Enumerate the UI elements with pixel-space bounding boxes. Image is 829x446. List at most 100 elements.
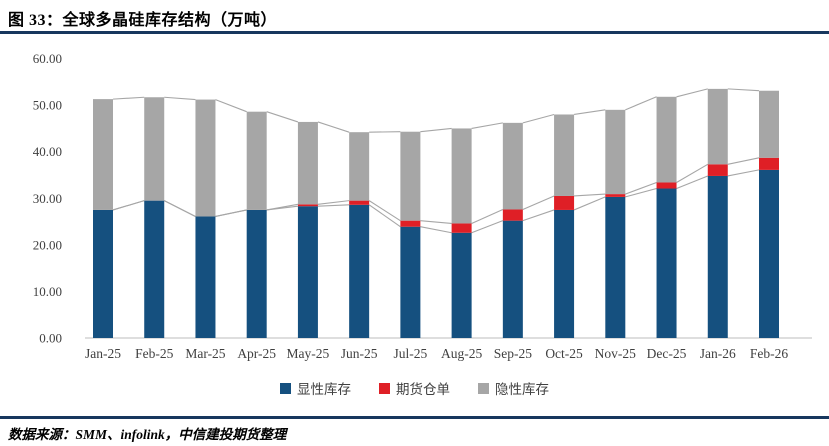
series-connector-line	[625, 187, 657, 198]
bar-segment	[554, 209, 575, 338]
series-connector-line	[676, 163, 709, 183]
bar-segment	[297, 204, 318, 207]
series-connector-line	[727, 169, 760, 177]
series-connector-line	[317, 121, 350, 133]
bar-segment	[400, 131, 421, 221]
bar-segment	[554, 195, 575, 210]
series-connector-line	[368, 204, 401, 228]
bar-segment	[93, 99, 113, 210]
series-connector-line	[317, 200, 350, 205]
series-connector-line	[164, 96, 196, 101]
bar-segment	[451, 223, 472, 233]
x-axis-tick-label: Feb-25	[135, 346, 173, 361]
inventory-stacked-bar-chart: 0.00 10.00 20.00 30.00 40.00 50.00 60.00 Jan-25…	[33, 51, 812, 361]
series-connector-line	[420, 226, 452, 234]
bar-segment	[656, 188, 677, 338]
x-axis-tick-label: Jan-25	[85, 346, 121, 361]
series-connector-line	[471, 122, 503, 129]
chart-area: 0.00 10.00 20.00 30.00 40.00 50.00 60.00 Jan-25…	[0, 45, 829, 375]
y-axis-tick-label: 30.00	[33, 191, 62, 206]
series-connector-line	[522, 113, 555, 124]
series-connector-line	[112, 200, 145, 211]
bar-segment	[502, 220, 523, 338]
x-axis-tick-label: Mar-25	[185, 346, 225, 361]
bar-segment	[195, 99, 216, 217]
x-axis-tick-label: May-25	[287, 346, 330, 361]
bar-segment	[502, 209, 523, 221]
series-connector-line	[574, 193, 606, 197]
bar-segment	[605, 109, 626, 195]
bar-segment	[349, 132, 370, 201]
bar-segment	[451, 232, 472, 338]
series-connector-line	[215, 99, 247, 113]
x-axis-tick-label: Feb-26	[750, 346, 788, 361]
chart-legend: 显性库存 期货仓单 隐性库存	[0, 379, 829, 397]
bar-segment	[605, 194, 626, 197]
y-axis-tick-label: 60.00	[33, 51, 62, 66]
bar-segment	[451, 128, 472, 224]
footer-divider	[0, 416, 829, 419]
x-axis-tick-label: Oct-25	[545, 346, 583, 361]
y-axis-tick-label: 20.00	[33, 237, 62, 252]
figure-title: 图 33：全球多晶硅库存结构（万吨）	[8, 12, 278, 29]
series-connector-line	[215, 209, 247, 217]
series-connector-line	[625, 96, 657, 111]
series-connector-line	[420, 220, 452, 224]
explicit-inventory-swatch-icon	[280, 382, 291, 394]
bar-segment	[93, 209, 113, 338]
series-connector-line	[625, 181, 657, 195]
x-axis-tick-label: Jul-25	[394, 346, 428, 361]
bar-segment	[656, 182, 677, 189]
bar-segment	[297, 121, 318, 205]
bar-segment	[144, 97, 165, 201]
series-connector-line	[522, 209, 555, 222]
series-connector-line	[471, 220, 504, 234]
x-axis-tick-label: Nov-25	[595, 346, 636, 361]
series-connector-line	[573, 196, 606, 211]
title-divider	[0, 31, 829, 34]
y-axis-tick-label: 10.00	[33, 284, 62, 299]
y-axis-tick-label: 0.00	[39, 331, 62, 346]
bar-segment	[297, 206, 318, 338]
legend-label: 期货仓单	[396, 382, 450, 397]
x-axis-tick-label: Jun-25	[341, 346, 378, 361]
bar-segment	[707, 164, 728, 176]
bar-segment	[400, 220, 421, 227]
bar-segment	[605, 196, 626, 338]
bar-segment	[759, 157, 779, 170]
series-connector-line	[266, 111, 299, 123]
legend-item-futures-warrants: 期货仓单	[379, 378, 450, 398]
x-axis-tick-label: Dec-25	[647, 346, 687, 361]
series-connector-line	[522, 195, 555, 210]
bar-segment	[656, 96, 677, 183]
bar-segment	[349, 204, 370, 338]
legend-label: 隐性库存	[495, 382, 549, 397]
bar-segment	[707, 175, 728, 338]
futures-warrants-swatch-icon	[379, 382, 390, 394]
bar-segment	[554, 114, 575, 196]
hidden-inventory-swatch-icon	[478, 382, 489, 394]
legend-label: 显性库存	[297, 382, 351, 397]
series-connector-line	[727, 88, 760, 92]
series-connector-line	[368, 200, 401, 222]
series-connector-line	[266, 203, 299, 211]
bar-segment	[349, 200, 370, 205]
bar-segment	[400, 226, 421, 338]
y-axis-tick-label: 40.00	[33, 144, 62, 159]
bar-segment	[502, 122, 523, 210]
data-source: 数据来源：SMM、infolink，中信建投期货整理	[8, 427, 287, 442]
x-axis-tick-label: Apr-25	[237, 346, 276, 361]
series-connector-line	[420, 127, 452, 133]
bar-segment	[707, 88, 728, 165]
series-connector-line	[727, 157, 760, 165]
bar-segment	[759, 169, 779, 338]
bar-segment	[144, 200, 165, 338]
series-connector-line	[317, 204, 350, 207]
x-axis-tick-label: Sep-25	[494, 346, 532, 361]
series-connector-line	[676, 88, 708, 98]
bar-segment	[246, 111, 267, 210]
x-axis-tick-label: Jan-26	[700, 346, 736, 361]
bar-segment	[195, 216, 216, 338]
series-connector-line	[163, 200, 196, 217]
x-axis-tick-label: Aug-25	[441, 346, 482, 361]
